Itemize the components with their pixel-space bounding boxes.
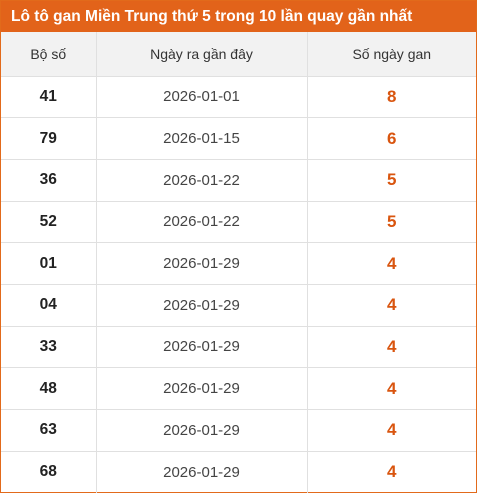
row-days: 6 <box>307 117 476 160</box>
row-days: 8 <box>307 75 476 118</box>
row-days: 4 <box>307 450 476 493</box>
table-row: 79 2026-01-15 6 <box>1 117 476 160</box>
header-number: Bộ số <box>1 32 97 76</box>
header-date: Ngày ra gần đây <box>96 32 308 76</box>
panel-title: Lô tô gan Miền Trung thứ 5 trong 10 lần … <box>1 1 476 32</box>
table-row: 04 2026-01-29 4 <box>1 283 476 327</box>
header-days: Số ngày gan <box>352 45 432 62</box>
row-days: 4 <box>307 283 476 327</box>
row-days: 4 <box>307 325 476 368</box>
row-date: 2026-01-29 <box>96 450 308 493</box>
row-number: 48 <box>1 367 97 410</box>
row-date: 2026-01-29 <box>96 242 308 285</box>
table-row: 63 2026-01-29 4 <box>1 409 476 452</box>
table-header-row: Bộ số Ngày ra gần đây Số ngày gan <box>1 32 476 76</box>
row-date: 2026-01-29 <box>96 325 308 368</box>
row-date: 2026-01-29 <box>96 283 308 327</box>
row-number: 01 <box>1 242 97 285</box>
results-table: Bộ số Ngày ra gần đây Số ngày gan 41 202… <box>1 32 476 493</box>
row-number: 36 <box>1 158 97 202</box>
row-days: 4 <box>307 242 476 285</box>
table-row: 68 2026-01-29 4 <box>1 450 476 493</box>
row-date: 2026-01-01 <box>96 75 308 118</box>
row-date: 2026-01-22 <box>96 200 308 243</box>
table-row: 48 2026-01-29 4 <box>1 367 476 410</box>
table-row: 52 2026-01-22 5 <box>1 200 476 243</box>
row-number: 68 <box>1 450 97 493</box>
table-row: 41 2026-01-01 8 <box>1 75 476 118</box>
row-number: 52 <box>1 200 97 243</box>
table-row: 01 2026-01-29 4 <box>1 242 476 285</box>
row-date: 2026-01-15 <box>96 117 308 160</box>
row-days: 4 <box>307 367 476 410</box>
row-number: 63 <box>1 409 97 452</box>
row-number: 41 <box>1 75 97 118</box>
row-date: 2026-01-29 <box>96 367 308 410</box>
row-number: 79 <box>1 117 97 160</box>
row-date: 2026-01-29 <box>96 409 308 452</box>
row-days: 5 <box>307 158 476 202</box>
row-number: 04 <box>1 283 97 327</box>
row-number: 33 <box>1 325 97 368</box>
row-days: 4 <box>307 409 476 452</box>
table-row: 36 2026-01-22 5 <box>1 158 476 202</box>
table-row: 33 2026-01-29 4 <box>1 325 476 368</box>
row-days: 5 <box>307 200 476 243</box>
row-date: 2026-01-22 <box>96 158 308 202</box>
